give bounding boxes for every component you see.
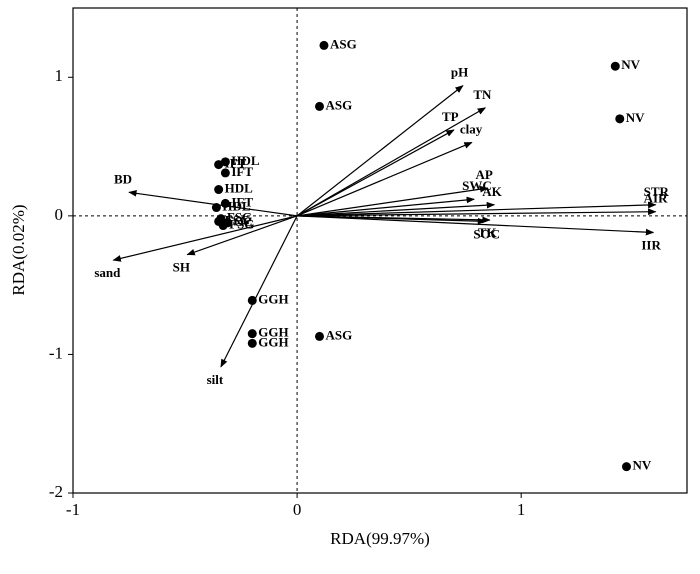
vector-arrow [112, 215, 298, 262]
point-label: CC [234, 214, 253, 229]
vector-label: sand [94, 265, 121, 280]
vector-label: pH [451, 65, 468, 80]
vector-arrow [220, 215, 298, 368]
vector-label: SH [173, 260, 190, 275]
point-label: ASG [325, 97, 352, 112]
vector-arrow [297, 215, 655, 236]
sample-point [218, 221, 228, 231]
vector-arrow [297, 201, 657, 217]
sample-point [314, 101, 324, 111]
vector-arrow [297, 201, 496, 217]
vector-label: BD [114, 171, 132, 186]
x-tick-label: 0 [293, 500, 302, 519]
x-tick-label: -1 [66, 500, 80, 519]
point-label: GGH [258, 334, 288, 349]
vector-label: clay [460, 121, 483, 136]
sample-point [247, 295, 257, 305]
vector-arrow [296, 129, 455, 217]
vector-arrow [297, 208, 657, 217]
vector-label: SOC [473, 226, 500, 241]
point-label: NV [626, 110, 645, 125]
point-label: HDL [222, 199, 251, 214]
y-tick-label: -2 [49, 482, 63, 501]
point-label: IFT [231, 164, 253, 179]
point-label: GGH [258, 325, 288, 340]
y-tick-label: -1 [49, 343, 63, 362]
y-tick-label: 1 [55, 66, 64, 85]
vector-label: silt [207, 372, 224, 387]
x-tick-label: 1 [517, 500, 526, 519]
point-label: NV [621, 57, 640, 72]
vector-label: TP [442, 109, 459, 124]
vector-arrow [296, 85, 464, 217]
vector-arrow [296, 107, 487, 217]
sample-point [247, 329, 257, 339]
vector-label: STR [644, 184, 670, 199]
point-label: ASG [330, 36, 357, 51]
vector-label: AIR [644, 191, 668, 206]
sample-point [319, 40, 329, 50]
vector-label: AK [482, 184, 502, 199]
point-label: FSG [227, 210, 252, 225]
point-label: GGH [258, 291, 288, 306]
sample-point [610, 61, 620, 71]
vector-label: IIR [641, 237, 661, 252]
vector-arrow [128, 190, 298, 217]
sample-point [220, 168, 230, 178]
sample-point [247, 338, 257, 348]
point-label: NV [632, 458, 651, 473]
point-label: ASG [325, 327, 352, 342]
point-label: FSG [229, 217, 254, 232]
vector-arrow [297, 185, 489, 217]
sample-point [621, 462, 631, 472]
point-label: HDL [225, 181, 254, 196]
point-label: IFT [225, 156, 247, 171]
vector-label: AP [476, 167, 493, 182]
vector-label: TK [478, 225, 498, 240]
vector-arrow [296, 141, 473, 217]
plot-frame [72, 7, 688, 494]
sample-point [214, 185, 224, 195]
sample-point [615, 114, 625, 124]
point-label: HDL [231, 153, 260, 168]
sample-point [314, 331, 324, 341]
sample-point [220, 198, 230, 208]
sample-point [214, 160, 224, 170]
vector-label: SWC [462, 178, 492, 193]
vector-label: TN [473, 87, 492, 102]
vector-arrow [297, 196, 475, 217]
sample-point [220, 157, 230, 167]
y-axis-title: RDA(0.02%) [9, 204, 28, 295]
y-tick-label: 0 [55, 205, 64, 224]
sample-point [211, 203, 221, 213]
vector-arrow [186, 215, 298, 256]
x-axis-title: RDA(99.97%) [330, 529, 430, 548]
point-label: IFT [231, 194, 253, 209]
